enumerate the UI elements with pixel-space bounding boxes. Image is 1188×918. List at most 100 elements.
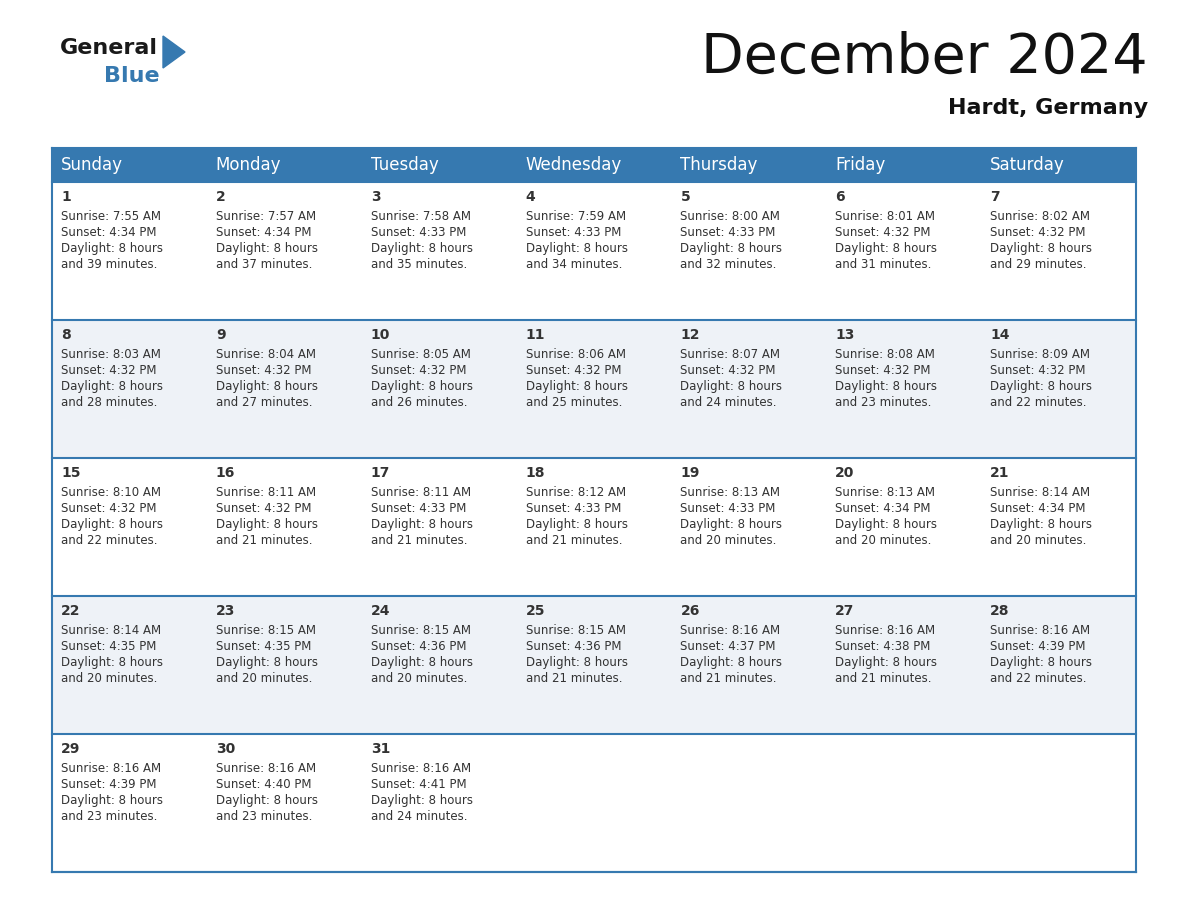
Text: Daylight: 8 hours: Daylight: 8 hours [525,656,627,669]
Text: Wednesday: Wednesday [525,156,621,174]
Text: Sunrise: 8:15 AM: Sunrise: 8:15 AM [216,624,316,637]
Text: Daylight: 8 hours: Daylight: 8 hours [990,656,1092,669]
Text: and 25 minutes.: and 25 minutes. [525,396,623,409]
Text: Daylight: 8 hours: Daylight: 8 hours [990,242,1092,255]
Text: 11: 11 [525,328,545,342]
Text: Hardt, Germany: Hardt, Germany [948,98,1148,118]
Text: Sunset: 4:32 PM: Sunset: 4:32 PM [990,364,1086,377]
Text: 5: 5 [681,190,690,204]
Text: Daylight: 8 hours: Daylight: 8 hours [371,794,473,807]
Text: and 24 minutes.: and 24 minutes. [681,396,777,409]
Text: Sunrise: 8:16 AM: Sunrise: 8:16 AM [216,762,316,775]
Text: 16: 16 [216,466,235,480]
Text: Sunset: 4:32 PM: Sunset: 4:32 PM [216,364,311,377]
Text: Sunset: 4:33 PM: Sunset: 4:33 PM [525,502,621,515]
Text: and 23 minutes.: and 23 minutes. [835,396,931,409]
Text: Daylight: 8 hours: Daylight: 8 hours [835,656,937,669]
Text: and 20 minutes.: and 20 minutes. [61,672,157,685]
Text: Sunset: 4:32 PM: Sunset: 4:32 PM [61,364,157,377]
Text: Daylight: 8 hours: Daylight: 8 hours [216,242,318,255]
Text: Thursday: Thursday [681,156,758,174]
Text: Daylight: 8 hours: Daylight: 8 hours [681,518,783,531]
Text: and 21 minutes.: and 21 minutes. [835,672,931,685]
Text: and 23 minutes.: and 23 minutes. [61,810,157,823]
Text: Sunrise: 8:11 AM: Sunrise: 8:11 AM [371,486,470,499]
Text: Daylight: 8 hours: Daylight: 8 hours [371,380,473,393]
Text: Sunset: 4:34 PM: Sunset: 4:34 PM [216,226,311,239]
Text: and 20 minutes.: and 20 minutes. [835,534,931,547]
Text: Sunrise: 8:14 AM: Sunrise: 8:14 AM [990,486,1091,499]
Text: Monday: Monday [216,156,282,174]
Text: Sunset: 4:35 PM: Sunset: 4:35 PM [61,640,157,653]
Bar [52,458,1136,596]
Text: Sunset: 4:32 PM: Sunset: 4:32 PM [990,226,1086,239]
Text: Sunset: 4:36 PM: Sunset: 4:36 PM [525,640,621,653]
Text: Sunset: 4:34 PM: Sunset: 4:34 PM [990,502,1086,515]
Text: Sunset: 4:32 PM: Sunset: 4:32 PM [216,502,311,515]
Text: Sunrise: 8:16 AM: Sunrise: 8:16 AM [681,624,781,637]
Text: and 22 minutes.: and 22 minutes. [990,672,1087,685]
Text: and 21 minutes.: and 21 minutes. [216,534,312,547]
Text: 7: 7 [990,190,1000,204]
Text: Sunset: 4:32 PM: Sunset: 4:32 PM [371,364,466,377]
Text: Daylight: 8 hours: Daylight: 8 hours [681,380,783,393]
Text: Sunrise: 8:09 AM: Sunrise: 8:09 AM [990,348,1091,361]
Text: Sunrise: 8:00 AM: Sunrise: 8:00 AM [681,210,781,223]
Bar [52,596,1136,734]
Text: Sunrise: 8:13 AM: Sunrise: 8:13 AM [681,486,781,499]
Text: Sunset: 4:41 PM: Sunset: 4:41 PM [371,778,467,791]
Text: 6: 6 [835,190,845,204]
Text: and 21 minutes.: and 21 minutes. [525,672,623,685]
Text: Sunset: 4:36 PM: Sunset: 4:36 PM [371,640,466,653]
Text: Daylight: 8 hours: Daylight: 8 hours [990,380,1092,393]
Text: 26: 26 [681,604,700,618]
Text: and 31 minutes.: and 31 minutes. [835,258,931,271]
Text: Sunrise: 8:04 AM: Sunrise: 8:04 AM [216,348,316,361]
Text: and 22 minutes.: and 22 minutes. [61,534,158,547]
Text: and 28 minutes.: and 28 minutes. [61,396,157,409]
Text: Sunrise: 8:16 AM: Sunrise: 8:16 AM [61,762,162,775]
Text: Sunset: 4:38 PM: Sunset: 4:38 PM [835,640,930,653]
Text: Sunrise: 8:08 AM: Sunrise: 8:08 AM [835,348,935,361]
Text: Saturday: Saturday [990,156,1064,174]
Text: Sunrise: 8:16 AM: Sunrise: 8:16 AM [835,624,935,637]
Text: 21: 21 [990,466,1010,480]
Text: Daylight: 8 hours: Daylight: 8 hours [681,242,783,255]
Text: Blue: Blue [105,66,159,86]
Text: Sunday: Sunday [61,156,124,174]
Text: Daylight: 8 hours: Daylight: 8 hours [216,656,318,669]
Text: and 21 minutes.: and 21 minutes. [525,534,623,547]
Text: Sunrise: 8:11 AM: Sunrise: 8:11 AM [216,486,316,499]
Text: Sunrise: 8:15 AM: Sunrise: 8:15 AM [371,624,470,637]
Text: Sunrise: 8:12 AM: Sunrise: 8:12 AM [525,486,626,499]
Text: Daylight: 8 hours: Daylight: 8 hours [371,518,473,531]
Text: 3: 3 [371,190,380,204]
Text: Sunset: 4:32 PM: Sunset: 4:32 PM [681,364,776,377]
Text: Daylight: 8 hours: Daylight: 8 hours [835,518,937,531]
Text: 29: 29 [61,742,81,756]
Text: General: General [61,38,158,58]
Text: Daylight: 8 hours: Daylight: 8 hours [681,656,783,669]
Text: Daylight: 8 hours: Daylight: 8 hours [216,380,318,393]
Text: Sunset: 4:32 PM: Sunset: 4:32 PM [525,364,621,377]
Text: and 37 minutes.: and 37 minutes. [216,258,312,271]
Text: Sunset: 4:33 PM: Sunset: 4:33 PM [681,502,776,515]
Text: Tuesday: Tuesday [371,156,438,174]
Text: Sunrise: 8:14 AM: Sunrise: 8:14 AM [61,624,162,637]
Text: Daylight: 8 hours: Daylight: 8 hours [61,656,163,669]
Text: Daylight: 8 hours: Daylight: 8 hours [525,380,627,393]
Text: and 27 minutes.: and 27 minutes. [216,396,312,409]
Text: Daylight: 8 hours: Daylight: 8 hours [61,518,163,531]
Bar [52,320,1136,458]
Text: 23: 23 [216,604,235,618]
Bar [52,734,1136,872]
Text: Daylight: 8 hours: Daylight: 8 hours [525,518,627,531]
Text: Sunset: 4:32 PM: Sunset: 4:32 PM [835,226,930,239]
Text: 10: 10 [371,328,390,342]
Text: Sunrise: 7:59 AM: Sunrise: 7:59 AM [525,210,626,223]
Text: Sunrise: 8:01 AM: Sunrise: 8:01 AM [835,210,935,223]
Text: Sunset: 4:33 PM: Sunset: 4:33 PM [371,226,466,239]
Text: Sunrise: 8:07 AM: Sunrise: 8:07 AM [681,348,781,361]
Text: and 35 minutes.: and 35 minutes. [371,258,467,271]
Text: Daylight: 8 hours: Daylight: 8 hours [216,794,318,807]
